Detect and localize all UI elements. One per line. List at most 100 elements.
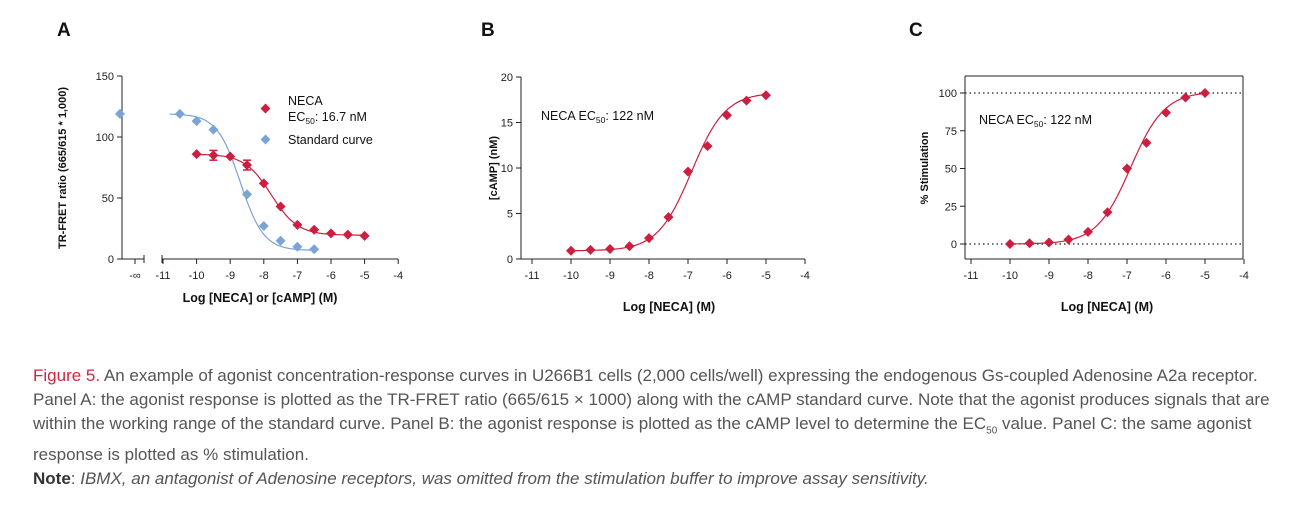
panel-c-ec50-annotation: NECA EC50: 122 nM — [979, 113, 1092, 129]
standard-point — [174, 108, 185, 119]
panel-c-point — [1063, 234, 1074, 245]
panel-c-point — [1122, 163, 1132, 174]
panel-c-curves — [1010, 93, 1204, 245]
neca-point — [292, 219, 303, 230]
standard-point — [191, 116, 202, 127]
panel-c-point — [1180, 92, 1191, 103]
panel-c-point — [1102, 207, 1113, 218]
panel-a-y-tick-label: 150 — [96, 71, 114, 83]
panel-a-points — [115, 108, 370, 255]
panel-c-x-tick-label: -8 — [1083, 270, 1093, 282]
panel-b-point — [702, 141, 713, 152]
standard-point — [208, 124, 219, 135]
panel-b-ec50-annotation: NECA EC50: 122 nM — [541, 109, 654, 125]
panel-a-x-tick-label: -8 — [259, 270, 269, 282]
panel-a-y-tick-label: 0 — [108, 254, 114, 266]
panel-c-x-tick-label: -7 — [1122, 270, 1132, 282]
panel-c-y-tick-label: 75 — [945, 126, 957, 138]
panel-c-x-tick-label: -10 — [1002, 270, 1018, 282]
panel-a-label: A — [57, 20, 71, 41]
panel-a-x-tick-label: -11 — [155, 270, 170, 282]
panel-c-point — [1200, 88, 1210, 98]
caption-body: Figure 5. An example of agonist concentr… — [33, 364, 1278, 467]
panel-c-y-tick-label: 0 — [951, 239, 957, 251]
panel-b-point — [605, 243, 615, 254]
panel-b-y-axis-label: [cAMP] (nM) — [488, 136, 500, 200]
standard-point — [115, 108, 125, 119]
caption-note-sep: : — [70, 469, 81, 489]
standard-fit-curve — [169, 113, 313, 251]
panel-a-x-tick-label: -9 — [225, 270, 235, 282]
panel-c-point — [1161, 107, 1171, 118]
panel-b-point — [566, 245, 576, 256]
panel-b-x-tick-label: -8 — [644, 270, 654, 282]
standard-point — [309, 244, 320, 255]
legend-neca-label: NECA — [288, 94, 323, 108]
panel-b-x-tick-label: -9 — [605, 270, 615, 282]
panel-c-y-tick-label: 50 — [945, 164, 957, 176]
panel-c-y-axis-label: % Stimulation — [919, 131, 931, 204]
panel-b-x-tick-label: -10 — [563, 270, 579, 282]
figure-caption: Figure 5. An example of agonist concentr… — [33, 364, 1278, 491]
panel-c-label: C — [909, 20, 923, 41]
panel-c-x-tick-label: -9 — [1044, 270, 1054, 282]
caption-text-1: An example of agonist concentration-resp… — [33, 366, 1270, 433]
standard-point — [275, 235, 286, 246]
panel-c: C 0 25 50 75 100 -11 -10 -9 -8 -7 -6 -5 -4 Log [NECA… — [909, 20, 1249, 314]
caption-text-2: value. Panel C: the same agonist respons… — [33, 414, 1252, 465]
neca-point — [275, 201, 286, 212]
caption-note-text: IBMX, an antagonist of Adenosine recepto… — [80, 469, 929, 489]
panel-b-x-tick-label: -5 — [761, 270, 771, 282]
panel-b-y-tick-label: 0 — [507, 254, 513, 266]
panel-c-x-axis-label: Log [NECA] (M) — [1061, 300, 1153, 314]
panel-a-x-tick-label: -∞ — [129, 270, 141, 282]
panel-c-point — [1083, 226, 1093, 237]
panel-c-x-tick-label: -5 — [1200, 270, 1210, 282]
caption-title: Figure 5. — [33, 366, 101, 385]
neca-point — [208, 150, 219, 161]
panel-c-x-tick-label: -6 — [1161, 270, 1171, 282]
panel-a-x-axis-label: Log [NECA] or [cAMP] (M) — [183, 291, 338, 305]
neca-fit-curve — [196, 153, 363, 236]
panel-a-x-tick-label: -4 — [393, 270, 403, 282]
panel-a-x-tick-label: -6 — [326, 270, 336, 282]
standard-point — [292, 241, 303, 252]
panel-b-y-tick-label: 20 — [501, 72, 513, 84]
panel-b-point — [585, 244, 596, 255]
panel-a-y-tick-label: 100 — [96, 132, 114, 144]
neca-point — [359, 230, 370, 241]
panel-b-point — [683, 166, 693, 177]
panel-b-point — [741, 95, 752, 106]
panel-c-point — [1044, 237, 1054, 248]
panel-b-points — [566, 90, 771, 256]
panel-a-x-tick-label: -5 — [360, 270, 370, 282]
panel-a-x-tick-label: -10 — [189, 270, 205, 282]
panel-c-y-tick-label: 25 — [945, 201, 957, 213]
neca-point — [242, 160, 252, 171]
panel-c-axes: 0 25 50 75 100 -11 -10 -9 -8 -7 -6 -5 -4 — [939, 75, 1249, 282]
panel-c-point — [1141, 137, 1152, 148]
panel-c-x-tick-label: -11 — [963, 270, 978, 282]
neca-point — [258, 178, 269, 189]
standard-point — [242, 189, 252, 200]
panel-b-point — [722, 110, 732, 121]
panel-a-y-tick-label: 50 — [102, 193, 114, 205]
panel-c-y-tick-label: 100 — [939, 88, 957, 100]
panel-b: B 0 5 10 15 20 -11 -10 -9 -8 -7 -6 -5 -4 Log [NECA] … — [481, 20, 810, 314]
legend-standard-marker — [260, 134, 271, 145]
panel-b-x-axis-label: Log [NECA] (M) — [623, 300, 715, 314]
caption-note: Note: IBMX, an antagonist of Adenosine r… — [33, 467, 1278, 491]
panel-b-label: B — [481, 20, 495, 41]
panel-b-point — [761, 90, 771, 101]
panel-b-point — [663, 212, 674, 223]
panel-b-y-tick-label: 15 — [501, 118, 513, 130]
neca-point — [191, 149, 202, 160]
neca-point — [326, 228, 336, 239]
panel-b-x-tick-label: -11 — [524, 270, 539, 282]
panel-c-point — [1024, 238, 1035, 249]
panel-c-fit-curve — [1010, 93, 1204, 245]
panel-b-x-tick-label: -4 — [800, 270, 810, 282]
panel-b-y-tick-label: 10 — [501, 163, 513, 175]
neca-point — [225, 151, 236, 162]
panel-b-x-tick-label: -7 — [683, 270, 693, 282]
